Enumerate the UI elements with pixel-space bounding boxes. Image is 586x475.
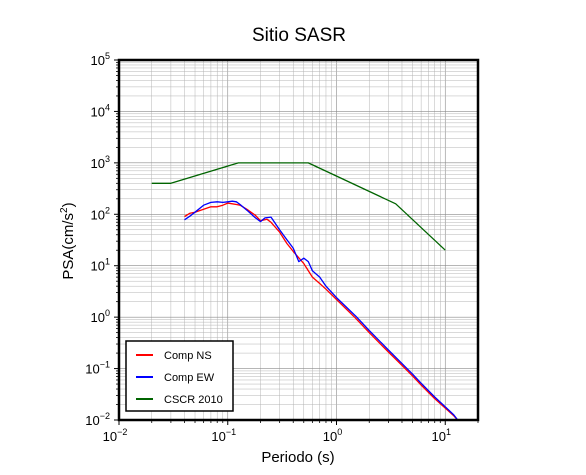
x-tick-label: 101 <box>432 427 451 444</box>
y-tick-label: 104 <box>91 102 110 119</box>
tick-label-exponent: −2 <box>100 411 110 421</box>
tick-label-base: 10 <box>91 53 105 68</box>
y-axis-label: PSA(cm/s2) <box>59 202 77 279</box>
series-line-comp-ew <box>184 200 459 421</box>
tick-label-base: 10 <box>85 413 99 428</box>
tick-label-base: 10 <box>91 207 105 222</box>
tick-label-base: 10 <box>211 429 225 444</box>
tick-label-exponent: 5 <box>105 51 110 61</box>
legend-label-comp-ew: Comp EW <box>164 372 215 384</box>
tick-label-exponent: 3 <box>105 154 110 164</box>
y-tick-label: 101 <box>91 257 110 274</box>
tick-label-exponent: −1 <box>226 427 236 437</box>
tick-label-exponent: 1 <box>105 257 110 267</box>
tick-label-exponent: 0 <box>105 308 110 318</box>
chart-legend: Comp NS Comp EW CSCR 2010 <box>125 340 234 412</box>
tick-label-base: 10 <box>85 362 99 377</box>
tick-label-base: 10 <box>91 259 105 274</box>
tick-label-exponent: 1 <box>446 427 451 437</box>
tick-label-base: 10 <box>323 429 337 444</box>
y-tick-label: 105 <box>91 51 110 68</box>
tick-label-base: 10 <box>432 429 446 444</box>
y-tick-label: 10−1 <box>85 360 110 377</box>
tick-label-exponent: 0 <box>337 427 342 437</box>
x-axis-label: Periodo (s) <box>261 449 334 466</box>
y-tick-label: 102 <box>91 205 110 222</box>
y-tick-label: 10−2 <box>85 411 110 428</box>
tick-label-exponent: −1 <box>100 360 110 370</box>
x-tick-label: 100 <box>323 427 342 444</box>
tick-label-exponent: 2 <box>105 205 110 215</box>
legend-label-comp-ns: Comp NS <box>164 350 212 362</box>
tick-label-base: 10 <box>91 104 105 119</box>
y-axis-label-superscript: 2 <box>59 207 70 213</box>
chart-title: Sitio SASR <box>252 25 346 46</box>
y-axis-label-suffix: ) <box>60 202 77 207</box>
x-axis-ticks: 10−2 10−1 100 101 <box>103 420 479 444</box>
x-tick-label: 10−1 <box>211 427 236 444</box>
tick-label-base: 10 <box>91 156 105 171</box>
tick-label-base: 10 <box>91 310 105 325</box>
y-tick-label: 103 <box>91 154 110 171</box>
y-axis-label-prefix: PSA(cm/s <box>60 213 77 280</box>
tick-label-exponent: −2 <box>117 427 127 437</box>
plot-series <box>151 162 459 421</box>
series-line-cscr-2010 <box>151 162 446 251</box>
plot-frame <box>117 58 480 422</box>
y-tick-label: 100 <box>91 308 110 325</box>
legend-label-cscr-2010: CSCR 2010 <box>164 394 223 406</box>
x-tick-label: 10−2 <box>103 427 128 444</box>
series-line-comp-ns <box>184 202 459 421</box>
tick-label-exponent: 4 <box>105 102 110 112</box>
tick-label-base: 10 <box>103 429 117 444</box>
